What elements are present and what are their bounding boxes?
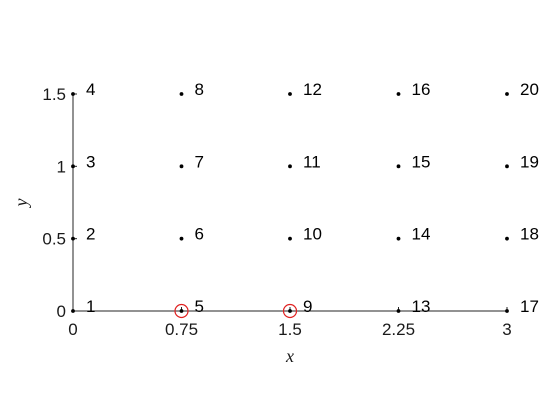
data-point [505, 236, 509, 241]
data-point [71, 236, 75, 241]
y-axis-label: y [11, 199, 31, 209]
data-point [396, 309, 401, 313]
y-tick-label: 0 [57, 302, 66, 321]
point-label: 18 [520, 225, 539, 244]
data-point [71, 309, 75, 313]
data-point [288, 309, 292, 313]
x-tick-label: 2.25 [382, 320, 415, 339]
data-point [71, 164, 75, 169]
axes: 0 0.75 1.5 2.25 3 0 0.5 1 1.5 [42, 85, 511, 339]
point-label: 10 [303, 225, 322, 244]
data-point [505, 309, 509, 313]
x-tick-label: 0 [68, 320, 77, 339]
data-point [396, 164, 401, 169]
point-label: 2 [86, 225, 95, 244]
data-point [179, 92, 184, 96]
highlight-ring [282, 303, 298, 319]
data-point [179, 164, 184, 169]
point-label: 20 [520, 80, 539, 99]
data-point [505, 92, 509, 96]
x-axis-label: x [285, 346, 294, 366]
data-point [396, 92, 401, 96]
point-label: 4 [86, 80, 95, 99]
point-label: 14 [412, 225, 431, 244]
data-point [505, 164, 509, 169]
y-tick-label: 1 [57, 157, 66, 176]
data-point [179, 309, 184, 313]
data-point [288, 236, 292, 241]
point-label: 1 [86, 297, 95, 316]
point-label: 6 [195, 225, 204, 244]
point-label: 12 [303, 80, 322, 99]
x-tick-label: 0.75 [165, 320, 198, 339]
point-label: 15 [412, 152, 431, 171]
x-tick-label: 3 [502, 320, 511, 339]
x-tick-label: 1.5 [278, 320, 302, 339]
data-point [179, 236, 184, 241]
point-label: 19 [520, 152, 539, 171]
point-label: 9 [303, 297, 312, 316]
point-label: 11 [303, 152, 321, 171]
point-label: 8 [195, 80, 204, 99]
data-point [396, 236, 401, 241]
point-label: 7 [195, 152, 204, 171]
point-label: 17 [520, 297, 539, 316]
point-label: 5 [195, 297, 204, 316]
point-label: 3 [86, 152, 95, 171]
data-point [288, 164, 292, 169]
highlight-ring [174, 303, 189, 319]
point-label: 16 [412, 80, 431, 99]
y-tick-label: 1.5 [42, 85, 66, 104]
point-label: 13 [412, 297, 431, 316]
y-tick-label: 0.5 [42, 230, 66, 249]
data-point [288, 92, 292, 96]
data-point [71, 92, 75, 96]
